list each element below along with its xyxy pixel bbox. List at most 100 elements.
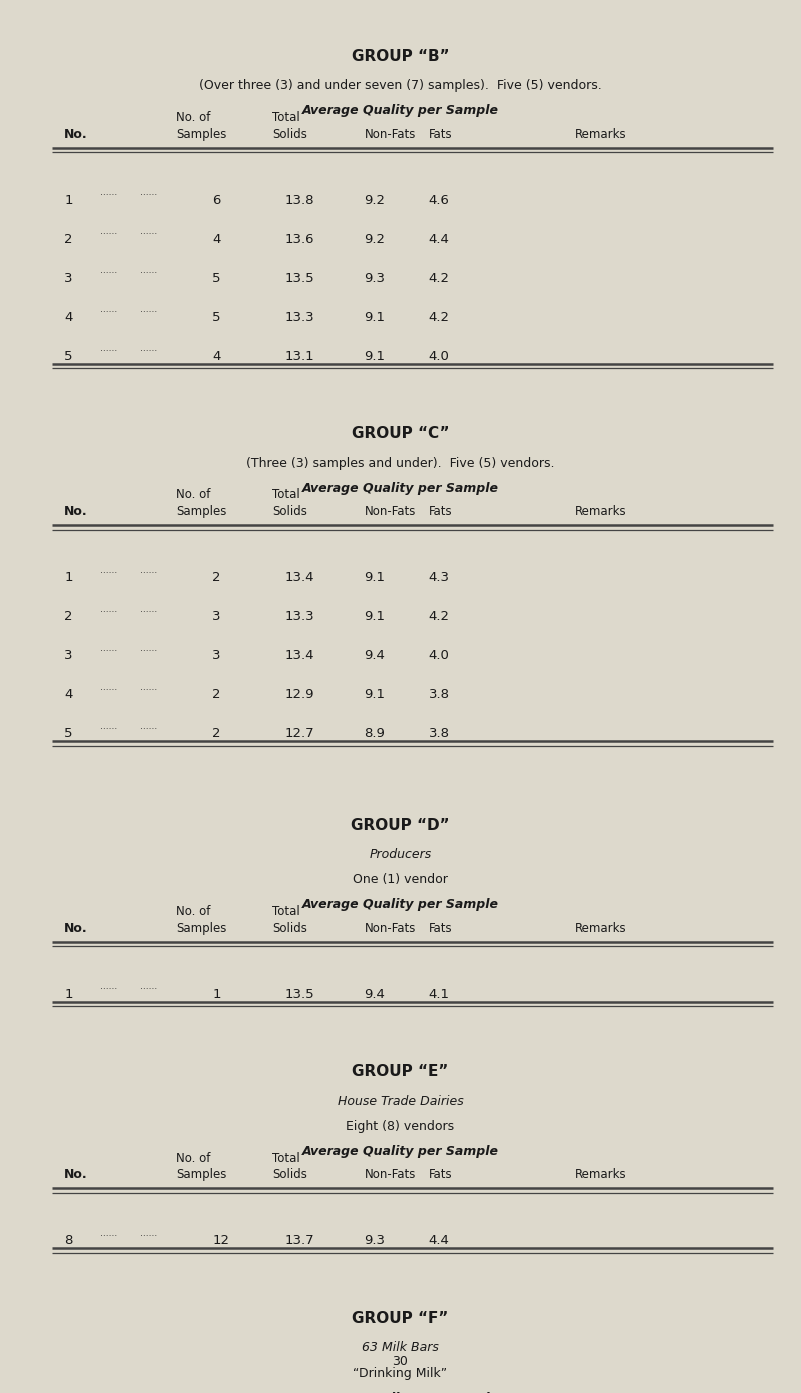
Text: ......: ...... bbox=[140, 305, 158, 313]
Text: 12.7: 12.7 bbox=[284, 727, 314, 740]
Text: Total: Total bbox=[272, 111, 300, 124]
Text: 13.4: 13.4 bbox=[284, 571, 314, 584]
Text: 6: 6 bbox=[212, 194, 220, 206]
Text: (Three (3) samples and under).  Five (5) vendors.: (Three (3) samples and under). Five (5) … bbox=[246, 457, 555, 469]
Text: Producers: Producers bbox=[369, 848, 432, 861]
Text: ......: ...... bbox=[100, 722, 118, 730]
Text: Solids: Solids bbox=[272, 1169, 308, 1181]
Text: 4: 4 bbox=[64, 688, 72, 701]
Text: 5: 5 bbox=[212, 272, 221, 284]
Text: 3: 3 bbox=[212, 610, 221, 623]
Text: 4.4: 4.4 bbox=[429, 1234, 449, 1247]
Text: Non-Fats: Non-Fats bbox=[364, 506, 416, 518]
Text: Average Quality per Sample: Average Quality per Sample bbox=[302, 482, 499, 495]
Text: 9.1: 9.1 bbox=[364, 610, 385, 623]
Text: 1: 1 bbox=[64, 194, 73, 206]
Text: 4.2: 4.2 bbox=[429, 610, 449, 623]
Text: Average Quality per Sample: Average Quality per Sample bbox=[302, 104, 499, 117]
Text: 8.9: 8.9 bbox=[364, 727, 385, 740]
Text: GROUP “E”: GROUP “E” bbox=[352, 1064, 449, 1080]
Text: 13.3: 13.3 bbox=[284, 610, 314, 623]
Text: 1: 1 bbox=[64, 571, 73, 584]
Text: Samples: Samples bbox=[176, 128, 227, 141]
Text: 3.8: 3.8 bbox=[429, 688, 449, 701]
Text: No.: No. bbox=[64, 128, 87, 141]
Text: 3: 3 bbox=[212, 649, 221, 662]
Text: 9.4: 9.4 bbox=[364, 649, 385, 662]
Text: House Trade Dairies: House Trade Dairies bbox=[338, 1095, 463, 1107]
Text: GROUP “B”: GROUP “B” bbox=[352, 49, 449, 64]
Text: No. of: No. of bbox=[176, 489, 211, 501]
Text: 5: 5 bbox=[212, 311, 221, 323]
Text: 4.3: 4.3 bbox=[429, 571, 449, 584]
Text: Total: Total bbox=[272, 905, 300, 918]
Text: ......: ...... bbox=[140, 982, 158, 990]
Text: No.: No. bbox=[64, 1169, 87, 1181]
Text: Total: Total bbox=[272, 489, 300, 501]
Text: 30: 30 bbox=[392, 1355, 409, 1368]
Text: No.: No. bbox=[64, 922, 87, 935]
Text: One (1) vendor: One (1) vendor bbox=[353, 873, 448, 886]
Text: Remarks: Remarks bbox=[575, 506, 626, 518]
Text: ......: ...... bbox=[100, 982, 118, 990]
Text: Average Quality per Sample: Average Quality per Sample bbox=[302, 1145, 499, 1158]
Text: 1: 1 bbox=[212, 988, 221, 1000]
Text: 3: 3 bbox=[64, 649, 73, 662]
Text: 4: 4 bbox=[212, 350, 220, 362]
Text: 2: 2 bbox=[212, 688, 221, 701]
Text: ......: ...... bbox=[100, 566, 118, 574]
Text: GROUP “F”: GROUP “F” bbox=[352, 1311, 449, 1326]
Text: ......: ...... bbox=[140, 188, 158, 196]
Text: 9.3: 9.3 bbox=[364, 272, 385, 284]
Text: ......: ...... bbox=[100, 188, 118, 196]
Text: 4: 4 bbox=[212, 233, 220, 245]
Text: 9.4: 9.4 bbox=[364, 988, 385, 1000]
Text: 9.1: 9.1 bbox=[364, 350, 385, 362]
Text: GROUP “C”: GROUP “C” bbox=[352, 426, 449, 442]
Text: ......: ...... bbox=[140, 344, 158, 352]
Text: ......: ...... bbox=[100, 344, 118, 352]
Text: Non-Fats: Non-Fats bbox=[364, 1169, 416, 1181]
Text: 4: 4 bbox=[64, 311, 72, 323]
Text: Total: Total bbox=[272, 1152, 300, 1165]
Text: 12.9: 12.9 bbox=[284, 688, 314, 701]
Text: 13.5: 13.5 bbox=[284, 988, 314, 1000]
Text: 2: 2 bbox=[212, 571, 221, 584]
Text: 12: 12 bbox=[212, 1234, 229, 1247]
Text: No. of: No. of bbox=[176, 111, 211, 124]
Text: ......: ...... bbox=[140, 266, 158, 274]
Text: ......: ...... bbox=[140, 644, 158, 652]
Text: ......: ...... bbox=[140, 722, 158, 730]
Text: Solids: Solids bbox=[272, 128, 308, 141]
Text: 2: 2 bbox=[64, 233, 73, 245]
Text: 2: 2 bbox=[64, 610, 73, 623]
Text: ......: ...... bbox=[100, 1229, 118, 1237]
Text: No. of: No. of bbox=[176, 905, 211, 918]
Text: 13.1: 13.1 bbox=[284, 350, 314, 362]
Text: Non-Fats: Non-Fats bbox=[364, 128, 416, 141]
Text: Samples: Samples bbox=[176, 506, 227, 518]
Text: 13.8: 13.8 bbox=[284, 194, 314, 206]
Text: GROUP “D”: GROUP “D” bbox=[351, 818, 450, 833]
Text: 8: 8 bbox=[64, 1234, 72, 1247]
Text: Samples: Samples bbox=[176, 1169, 227, 1181]
Text: 9.3: 9.3 bbox=[364, 1234, 385, 1247]
Text: 13.6: 13.6 bbox=[284, 233, 314, 245]
Text: ......: ...... bbox=[100, 305, 118, 313]
Text: 4.0: 4.0 bbox=[429, 649, 449, 662]
Text: Solids: Solids bbox=[272, 922, 308, 935]
Text: 13.3: 13.3 bbox=[284, 311, 314, 323]
Text: 4.1: 4.1 bbox=[429, 988, 449, 1000]
Text: 4.0: 4.0 bbox=[429, 350, 449, 362]
Text: Average Quality per Sample: Average Quality per Sample bbox=[302, 898, 499, 911]
Text: 3: 3 bbox=[64, 272, 73, 284]
Text: ......: ...... bbox=[140, 1229, 158, 1237]
Text: Eight (8) vendors: Eight (8) vendors bbox=[347, 1120, 454, 1133]
Text: 9.1: 9.1 bbox=[364, 571, 385, 584]
Text: 5: 5 bbox=[64, 727, 73, 740]
Text: ......: ...... bbox=[140, 683, 158, 691]
Text: 4.2: 4.2 bbox=[429, 311, 449, 323]
Text: 9.1: 9.1 bbox=[364, 311, 385, 323]
Text: 2: 2 bbox=[212, 727, 221, 740]
Text: Solids: Solids bbox=[272, 506, 308, 518]
